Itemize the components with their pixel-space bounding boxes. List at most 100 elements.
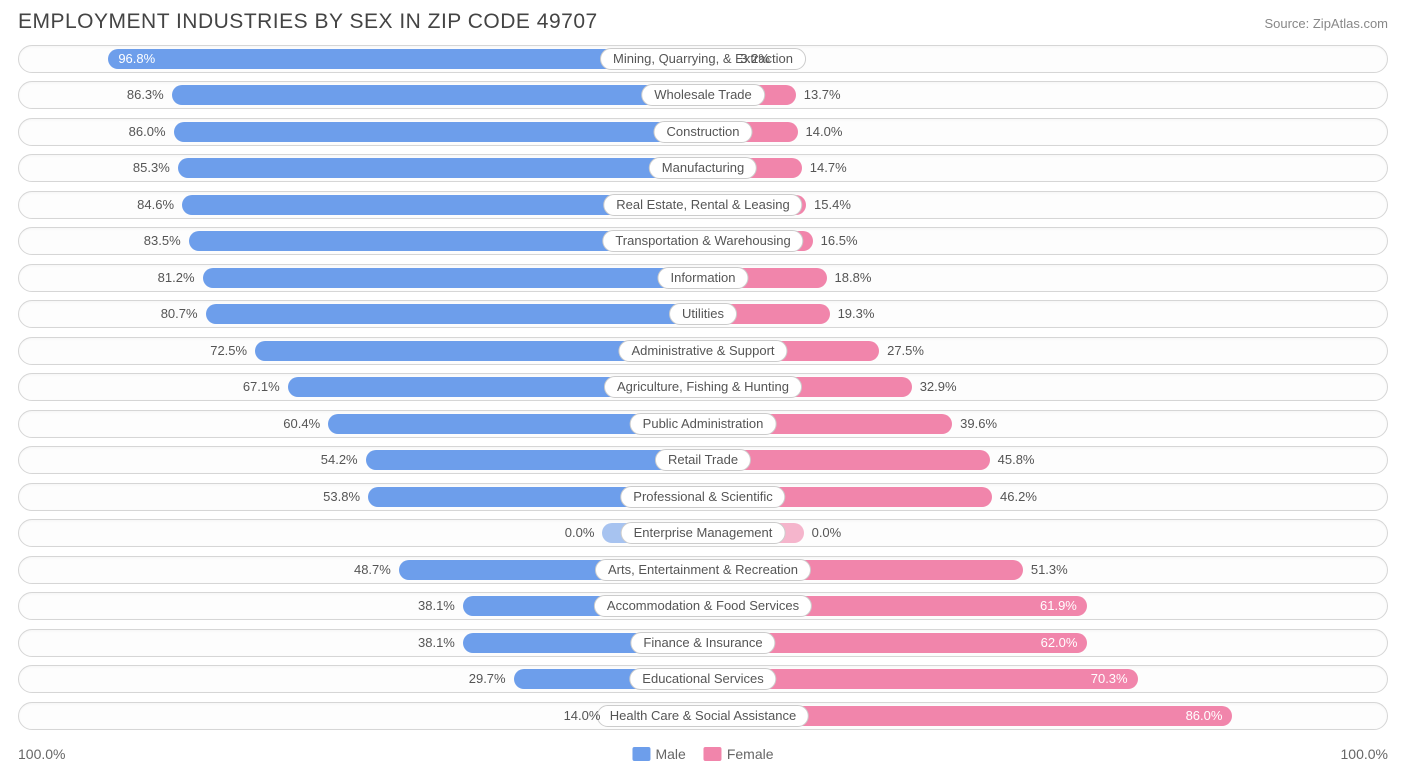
male-swatch: [632, 747, 650, 761]
bar-track: Transportation & Warehousing83.5%16.5%: [18, 227, 1388, 255]
table-row: Real Estate, Rental & Leasing84.6%15.4%: [18, 188, 1388, 222]
legend-male-label: Male: [655, 746, 685, 762]
bar-track: Public Administration60.4%39.6%: [18, 410, 1388, 438]
bar-track: Finance & Insurance 38.1% 62.0%: [18, 629, 1388, 657]
table-row: Public Administration60.4%39.6%: [18, 407, 1388, 441]
table-row: Retail Trade 54.2% 45.8%: [18, 444, 1388, 478]
table-row: Finance & Insurance 38.1% 62.0%: [18, 626, 1388, 660]
male-value: 84.6%: [137, 197, 174, 212]
category-label: Enterprise Management: [621, 522, 786, 544]
table-row: Arts, Entertainment & Recreation 48.7% 51.…: [18, 553, 1388, 587]
table-row: Information 81.2% 18.8%: [18, 261, 1388, 295]
female-value: 0.0%: [812, 525, 842, 540]
male-value: 81.2%: [158, 270, 195, 285]
male-bar: [366, 450, 693, 470]
female-swatch: [704, 747, 722, 761]
male-value: 14.0%: [564, 708, 601, 723]
male-bar: [174, 122, 693, 142]
female-value: 3.2%: [740, 51, 770, 66]
legend-female-label: Female: [727, 746, 774, 762]
legend-male: Male: [632, 746, 685, 762]
bar-track: Utilities 80.7% 19.3%: [18, 300, 1388, 328]
category-label: Finance & Insurance: [630, 632, 775, 654]
female-value: 13.7%: [804, 87, 841, 102]
female-value: 51.3%: [1031, 562, 1068, 577]
male-value: 48.7%: [354, 562, 391, 577]
male-value: 72.5%: [210, 343, 247, 358]
female-bar: [713, 669, 1138, 689]
category-label: Mining, Quarrying, & Extraction: [600, 48, 806, 70]
male-value: 86.0%: [129, 124, 166, 139]
table-row: Transportation & Warehousing83.5%16.5%: [18, 225, 1388, 259]
table-row: Accommodation & Food Services 38.1% 61.9%: [18, 590, 1388, 624]
female-value: 18.8%: [835, 270, 872, 285]
category-label: Accommodation & Food Services: [594, 595, 812, 617]
bar-track: Mining, Quarrying, & Extraction 96.8% 3.2%: [18, 45, 1388, 73]
male-value: 60.4%: [283, 416, 320, 431]
category-label: Arts, Entertainment & Recreation: [595, 559, 811, 581]
table-row: Educational Services29.7%70.3%: [18, 663, 1388, 697]
category-label: Professional & Scientific: [620, 486, 785, 508]
female-value: 62.0%: [1041, 635, 1078, 650]
chart-footer: 100.0% Male Female 100.0%: [18, 746, 1388, 762]
table-row: Utilities 80.7% 19.3%: [18, 298, 1388, 332]
male-value: 80.7%: [161, 306, 198, 321]
bar-track: Educational Services29.7%70.3%: [18, 665, 1388, 693]
bar-track: Enterprise Management 0.0% 0.0%: [18, 519, 1388, 547]
female-value: 14.0%: [806, 124, 843, 139]
table-row: Professional & Scientific53.8%46.2%: [18, 480, 1388, 514]
bar-track: Administrative & Support72.5%27.5%: [18, 337, 1388, 365]
category-label: Retail Trade: [655, 449, 751, 471]
category-label: Utilities: [669, 303, 737, 325]
legend-female: Female: [704, 746, 774, 762]
female-value: 15.4%: [814, 197, 851, 212]
bar-track: Wholesale Trade 86.3% 13.7%: [18, 81, 1388, 109]
male-value: 38.1%: [418, 635, 455, 650]
chart-title: EMPLOYMENT INDUSTRIES BY SEX IN ZIP CODE…: [18, 10, 598, 34]
female-value: 16.5%: [821, 233, 858, 248]
female-value: 46.2%: [1000, 489, 1037, 504]
axis-right-max: 100.0%: [1341, 746, 1388, 762]
category-label: Health Care & Social Assistance: [597, 705, 809, 727]
bar-track: Health Care & Social Assistance14.0% 86.0…: [18, 702, 1388, 730]
female-value: 14.7%: [810, 160, 847, 175]
female-value: 70.3%: [1091, 671, 1128, 686]
male-value: 0.0%: [565, 525, 595, 540]
bar-track: Retail Trade 54.2% 45.8%: [18, 446, 1388, 474]
bar-track: Professional & Scientific53.8%46.2%: [18, 483, 1388, 511]
category-label: Transportation & Warehousing: [602, 230, 803, 252]
female-value: 19.3%: [838, 306, 875, 321]
male-value: 29.7%: [469, 671, 506, 686]
male-value: 96.8%: [118, 51, 155, 66]
female-value: 86.0%: [1186, 708, 1223, 723]
male-bar: [172, 85, 693, 105]
female-value: 61.9%: [1040, 598, 1077, 613]
male-value: 85.3%: [133, 160, 170, 175]
table-row: Wholesale Trade 86.3% 13.7%: [18, 79, 1388, 113]
table-row: Mining, Quarrying, & Extraction 96.8% 3.2%: [18, 42, 1388, 76]
bar-track: Manufacturing 85.3% 14.7%: [18, 154, 1388, 182]
bar-track: Arts, Entertainment & Recreation 48.7% 51.…: [18, 556, 1388, 584]
bar-track: Construction86.0%14.0%: [18, 118, 1388, 146]
female-value: 39.6%: [960, 416, 997, 431]
male-value: 86.3%: [127, 87, 164, 102]
table-row: Agriculture, Fishing & Hunting67.1%32.9%: [18, 371, 1388, 405]
category-label: Information: [657, 267, 748, 289]
male-value: 38.1%: [418, 598, 455, 613]
male-value: 67.1%: [243, 379, 280, 394]
bar-track: Agriculture, Fishing & Hunting67.1%32.9%: [18, 373, 1388, 401]
bar-track: Real Estate, Rental & Leasing84.6%15.4%: [18, 191, 1388, 219]
male-value: 54.2%: [321, 452, 358, 467]
axis-left-max: 100.0%: [18, 746, 65, 762]
table-row: Enterprise Management 0.0% 0.0%: [18, 517, 1388, 551]
table-row: Manufacturing 85.3% 14.7%: [18, 152, 1388, 186]
female-value: 27.5%: [887, 343, 924, 358]
chart-header: EMPLOYMENT INDUSTRIES BY SEX IN ZIP CODE…: [0, 0, 1406, 38]
chart-source: Source: ZipAtlas.com: [1264, 16, 1388, 31]
table-row: Administrative & Support72.5%27.5%: [18, 334, 1388, 368]
female-value: 32.9%: [920, 379, 957, 394]
female-value: 45.8%: [998, 452, 1035, 467]
category-label: Wholesale Trade: [641, 84, 765, 106]
bar-track: Information 81.2% 18.8%: [18, 264, 1388, 292]
category-label: Manufacturing: [649, 157, 757, 179]
